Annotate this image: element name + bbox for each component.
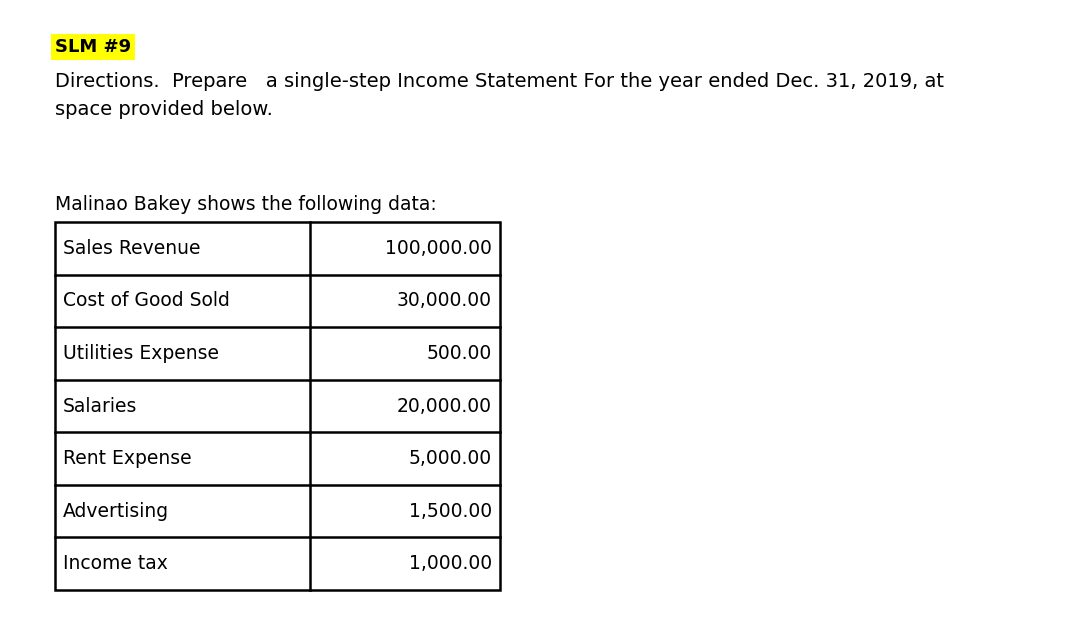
- Text: 20,000.00: 20,000.00: [397, 396, 492, 416]
- Text: 5,000.00: 5,000.00: [409, 449, 492, 468]
- Text: Rent Expense: Rent Expense: [63, 449, 191, 468]
- Text: Advertising: Advertising: [63, 502, 170, 521]
- Text: space provided below.: space provided below.: [55, 100, 273, 119]
- Text: Salaries: Salaries: [63, 396, 137, 416]
- Text: 100,000.00: 100,000.00: [386, 239, 492, 257]
- Text: Cost of Good Sold: Cost of Good Sold: [63, 291, 230, 310]
- Text: Utilities Expense: Utilities Expense: [63, 344, 219, 363]
- Text: 1,500.00: 1,500.00: [409, 502, 492, 521]
- Text: Directions.  Prepare   a single-step Income Statement For the year ended Dec. 31: Directions. Prepare a single-step Income…: [55, 72, 944, 91]
- Text: SLM #9: SLM #9: [55, 38, 131, 56]
- Text: Sales Revenue: Sales Revenue: [63, 239, 201, 257]
- Text: 500.00: 500.00: [427, 344, 492, 363]
- Text: Income tax: Income tax: [63, 555, 167, 573]
- Text: 30,000.00: 30,000.00: [397, 291, 492, 310]
- Text: Malinao Bakey shows the following data:: Malinao Bakey shows the following data:: [55, 195, 436, 214]
- Text: 1,000.00: 1,000.00: [409, 555, 492, 573]
